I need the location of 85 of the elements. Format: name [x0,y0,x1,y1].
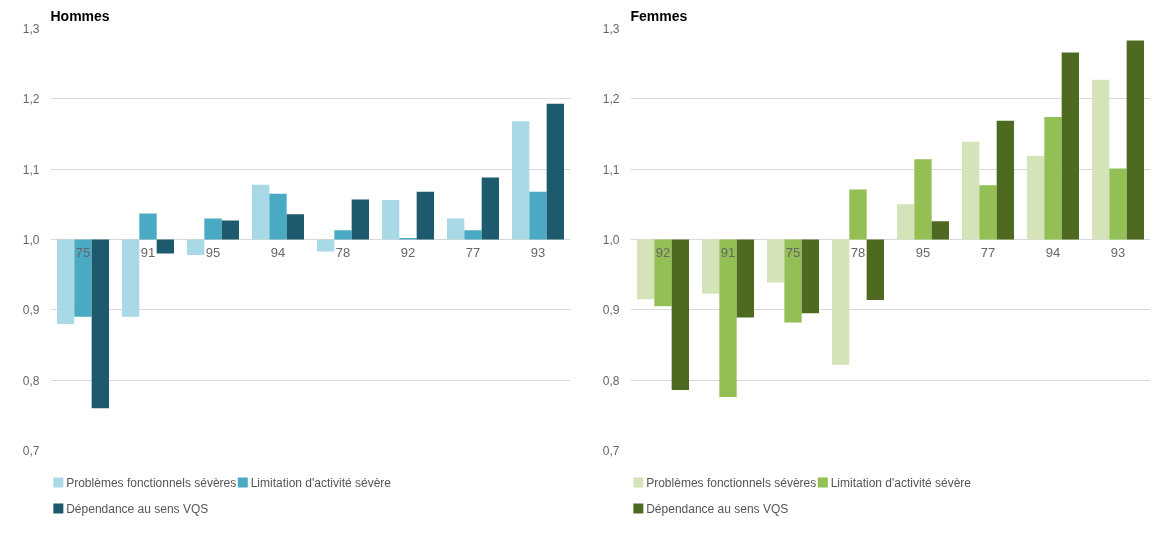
x-tick-label: 78 [850,244,866,260]
bar [286,214,304,240]
bar [1109,168,1127,240]
y-tick-label: 0,8 [602,373,620,388]
bar [187,239,205,255]
bar [914,159,932,240]
bar [1044,117,1062,240]
bar [654,239,672,307]
bar [252,184,270,240]
y-tick-label: 1,1 [22,162,40,177]
x-tick-label: 93 [530,244,546,260]
bar [351,199,369,240]
chart-title: Hommes [50,7,110,24]
x-tick-label: 75 [75,244,91,260]
bar [1027,155,1045,240]
legend-label: Limitation d'activité sévère [250,475,392,490]
bar [866,239,884,300]
x-tick-label: 77 [980,244,996,260]
bar [546,103,564,240]
bar [529,191,547,240]
legend-label: Problèmes fonctionnels sévères [66,475,237,490]
bar [801,239,819,314]
y-tick-label: 1,2 [22,92,40,107]
bar [204,218,222,240]
bar [736,239,754,318]
x-tick-label: 78 [335,244,351,260]
y-tick-label: 1,0 [22,233,40,247]
bar [931,221,949,240]
bar [996,120,1014,240]
bar [464,230,482,240]
x-tick-label: 75 [785,244,801,260]
bar [1092,79,1110,240]
y-tick-label: 0,9 [602,303,620,318]
x-tick-label: 92 [655,244,671,260]
chart-title: Femmes [630,7,688,24]
bar [671,239,689,391]
bar [832,239,850,365]
bar [91,239,109,409]
x-tick-label: 91 [720,244,736,260]
y-tick-label: 1,3 [22,22,40,36]
y-tick-label: 1,0 [602,233,620,247]
bar [849,189,867,240]
bar [416,191,434,240]
bar [447,218,465,240]
bar [481,177,499,240]
bar [512,121,530,240]
y-tick-label: 0,7 [22,444,40,458]
x-tick-label: 92 [400,244,416,260]
bar [897,204,915,240]
bar [139,213,157,240]
x-tick-label: 93 [1110,244,1126,260]
y-tick-label: 0,8 [22,373,40,388]
y-tick-label: 0,7 [602,444,620,458]
bar [382,200,400,240]
y-tick-label: 1,1 [602,162,620,177]
x-tick-label: 95 [915,244,931,260]
y-tick-label: 0,9 [22,303,40,318]
bar [221,220,239,240]
x-tick-label: 91 [140,244,156,260]
bar [57,239,75,324]
bar [334,230,352,240]
bar [637,239,655,300]
legend-label: Limitation d'activité sévère [830,475,972,490]
bar [1061,52,1079,240]
bar [767,239,785,283]
bar [74,239,92,317]
bar [1126,40,1144,240]
legend-label: Dépendance au sens VQS [646,501,789,516]
x-tick-label: 94 [1045,244,1061,260]
y-tick-label: 1,2 [602,92,620,107]
bar [317,239,335,252]
bar [979,185,997,240]
bar [122,239,140,317]
x-tick-label: 95 [205,244,221,260]
x-tick-label: 94 [270,244,286,260]
legend-label: Problèmes fonctionnels sévères [646,475,817,490]
x-tick-label: 77 [465,244,481,260]
legend-label: Dépendance au sens VQS [66,501,209,516]
y-tick-label: 1,3 [602,22,620,36]
bar [702,239,720,294]
bar [784,239,802,323]
bar [269,193,287,240]
bar [156,239,174,254]
bar [719,239,737,398]
bar [962,141,980,240]
